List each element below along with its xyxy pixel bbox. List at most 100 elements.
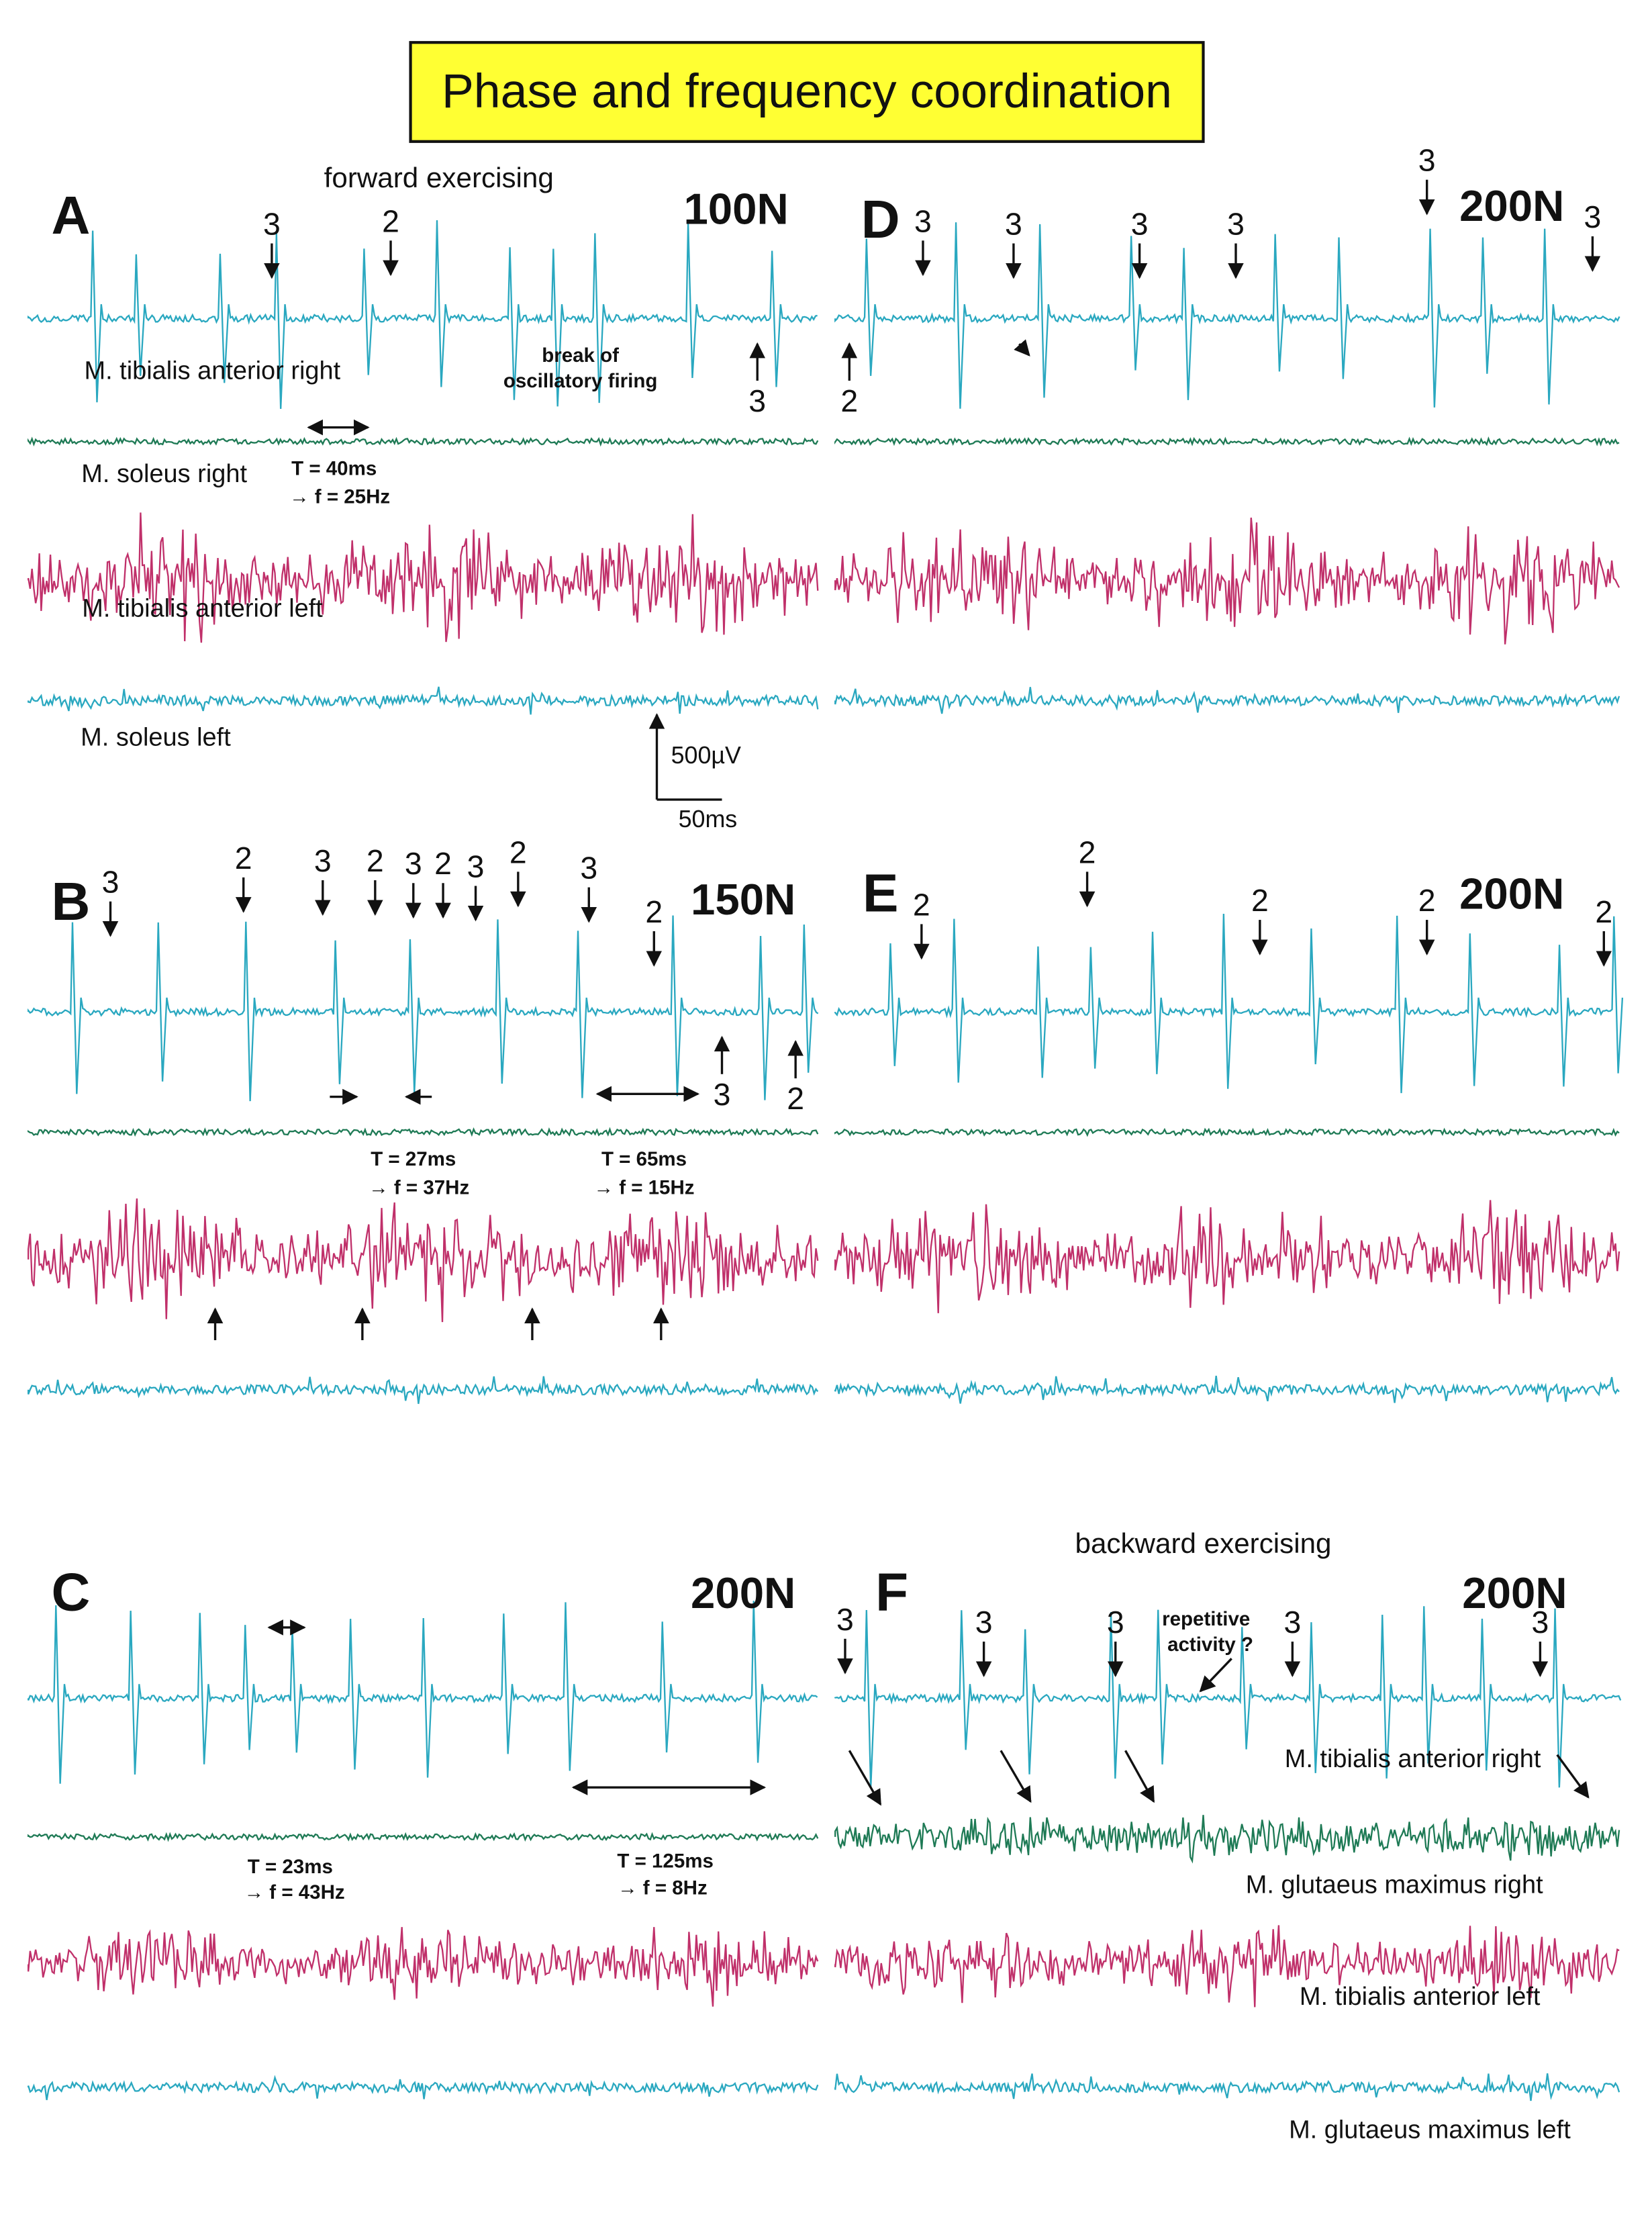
panel-label: B: [52, 871, 91, 931]
figure-title: Phase and frequency coordination: [442, 64, 1172, 118]
force-label: 200N: [1459, 181, 1564, 230]
emg-trace: [834, 222, 1620, 409]
arrow: [1124, 1750, 1155, 1803]
marker-label: 2: [367, 843, 384, 878]
marker-label: 3: [1131, 207, 1149, 242]
note: T = 40ms: [291, 458, 377, 480]
note: → f = 8Hz: [618, 1877, 708, 1899]
scale-label: 50ms: [679, 806, 738, 833]
marker-label: 3: [405, 846, 422, 881]
force-label: 200N: [1462, 1568, 1567, 1617]
note: activity ?: [1167, 1634, 1253, 1656]
emg-trace: [834, 517, 1620, 645]
marker-label: 2: [1418, 883, 1436, 918]
emg-trace: [28, 1601, 818, 1784]
marker-label: 3: [975, 1605, 993, 1640]
marker-label: 3: [1584, 199, 1602, 234]
emg-trace: [28, 1127, 819, 1137]
trace-name: M. glutaeus maximus right: [1246, 1871, 1543, 1899]
marker-label: 2: [645, 894, 663, 929]
emg-trace: [28, 436, 819, 447]
trace-name: M. tibialis anterior right: [84, 357, 340, 385]
marker-label: 3: [1532, 1605, 1549, 1640]
emg-trace: [28, 512, 819, 643]
marker-label: 2: [787, 1081, 804, 1116]
force-label: 150N: [691, 875, 795, 924]
title-box: [409, 41, 1205, 143]
emg-trace: [834, 1606, 1622, 1789]
note: repetitive: [1162, 1608, 1250, 1630]
trace-name: M. tibialis anterior left: [1300, 1983, 1541, 2011]
panel-label: D: [861, 189, 900, 249]
note: T = 23ms: [248, 1856, 333, 1878]
arrow: [1556, 1754, 1590, 1799]
emg-trace: [28, 686, 819, 715]
marker-label: 2: [840, 383, 858, 418]
marker-label: 2: [434, 846, 452, 881]
emg-trace: [834, 1815, 1620, 1864]
emg-trace: [834, 913, 1624, 1094]
emg-trace: [28, 220, 818, 409]
marker-label: 3: [1283, 1605, 1301, 1640]
scale-label: 500µV: [671, 742, 741, 769]
arrow: [848, 1750, 882, 1806]
emg-trace: [28, 915, 819, 1102]
note: T = 125ms: [617, 1850, 714, 1873]
note: oscillatory firing: [503, 370, 658, 392]
marker-label: 2: [1251, 883, 1269, 918]
marker-label: 3: [1107, 1605, 1124, 1640]
emg-trace: [834, 1127, 1620, 1137]
marker-label: 3: [714, 1077, 731, 1112]
emg-trace: [28, 1198, 819, 1323]
trace-name: M. soleus right: [81, 460, 247, 488]
marker-label: 3: [1227, 207, 1245, 242]
note: T = 65ms: [601, 1148, 687, 1170]
marker-label: 2: [235, 841, 252, 876]
emg-trace: [28, 2075, 819, 2100]
emg-trace: [28, 1376, 819, 1405]
marker-label: 3: [467, 849, 485, 884]
panel-label: F: [875, 1562, 908, 1622]
emg-trace: [834, 1925, 1620, 2008]
arrow: [1000, 1750, 1032, 1803]
panel-label: C: [52, 1562, 91, 1622]
marker-label: 2: [1595, 894, 1612, 929]
marker-label: 3: [263, 207, 281, 242]
panel-label: A: [52, 185, 91, 245]
emg-trace: [28, 1927, 819, 2007]
note: T = 27ms: [371, 1148, 456, 1170]
emg-trace: [834, 1376, 1620, 1404]
emg-trace: [28, 1832, 819, 1842]
emg-trace: [834, 687, 1620, 714]
trace-name: M. tibialis anterior right: [1285, 1745, 1541, 1773]
panel-heading: backward exercising: [1075, 1527, 1331, 1559]
arrow: [1014, 339, 1030, 357]
marker-label: 2: [509, 835, 527, 869]
marker-label: 3: [1418, 143, 1436, 178]
note: → f = 15Hz: [593, 1176, 694, 1198]
trace-name: M. soleus left: [81, 723, 231, 751]
note: → f = 37Hz: [369, 1176, 469, 1198]
trace-name: M. tibialis anterior left: [82, 594, 323, 622]
annotations: A 100N D 200N B 150N E 200N C 200N F 200N forward ex…: [52, 143, 1613, 2144]
marker-label: 3: [748, 383, 766, 418]
emg-trace: [834, 2073, 1620, 2102]
panel-label: E: [863, 863, 898, 923]
trace-name: M. glutaeus maximus left: [1289, 2116, 1571, 2144]
marker-label: 3: [580, 851, 597, 886]
marker-label: 3: [314, 843, 332, 878]
note: break of: [542, 344, 619, 367]
marker-label: 2: [382, 203, 399, 238]
force-label: 200N: [691, 1568, 795, 1617]
traces: [28, 220, 1624, 2102]
panel-heading: forward exercising: [324, 162, 554, 193]
marker-label: 3: [914, 203, 932, 238]
emg-trace: [834, 1200, 1620, 1313]
arrow: [1199, 1658, 1232, 1693]
marker-label: 3: [102, 865, 119, 900]
emg-trace: [834, 436, 1620, 446]
note: → f = 25Hz: [289, 486, 390, 508]
marker-label: 2: [913, 887, 930, 922]
